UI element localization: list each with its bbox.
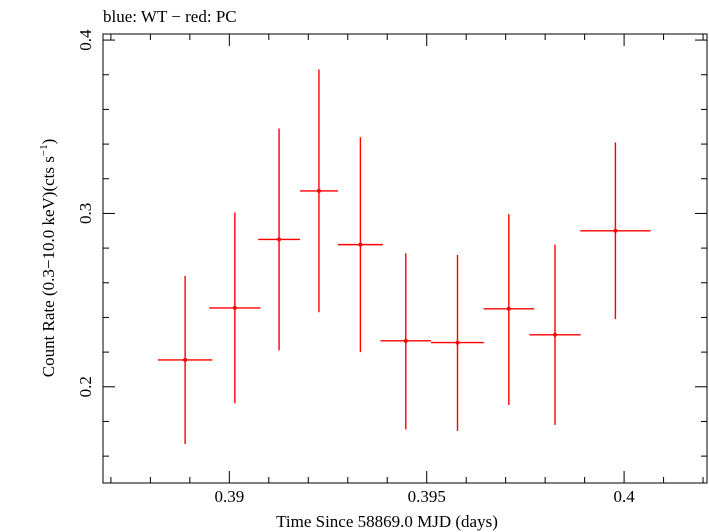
data-marker [358, 242, 363, 247]
data-point [258, 128, 300, 351]
data-point [431, 255, 484, 431]
y-axis-label-exponent: −1 [38, 144, 50, 156]
data-marker [455, 340, 460, 345]
data-marker [506, 306, 511, 311]
x-tick-label: 0.395 [408, 487, 446, 506]
data-marker [232, 305, 237, 310]
y-axis-label-main: Count Rate (0.3−10.0 keV)(cts s [39, 156, 58, 377]
plot-frame [102, 33, 708, 484]
x-axis-label: Time Since 58869.0 MJD (days) [276, 512, 498, 531]
data-marker [403, 338, 408, 343]
data-marker [277, 237, 282, 242]
data-marker [316, 188, 321, 193]
axis-tick-labels: 0.39 0.395 0.4 0.2 0.3 0.4 [76, 29, 635, 506]
y-tick-label: 0.4 [76, 29, 95, 51]
data-marker [613, 228, 618, 233]
data-points [157, 69, 651, 444]
x-tick-label: 0.39 [214, 487, 244, 506]
axis-ticks [103, 34, 707, 483]
data-point [157, 275, 213, 444]
y-axis-label-close: ) [39, 139, 58, 145]
data-point [209, 212, 261, 404]
chart-title: blue: WT − red: PC [103, 7, 237, 26]
data-marker [183, 357, 188, 362]
data-marker [553, 332, 558, 337]
data-point [529, 244, 581, 425]
data-point [299, 69, 338, 313]
y-axis-label: Count Rate (0.3−10.0 keV)(cts s−1) [38, 139, 58, 378]
data-point [483, 214, 535, 405]
y-tick-label: 0.3 [76, 203, 95, 224]
data-point [337, 137, 383, 353]
data-point [380, 253, 432, 430]
x-tick-label: 0.4 [613, 487, 635, 506]
data-point [580, 142, 651, 320]
y-tick-label: 0.2 [76, 376, 95, 397]
